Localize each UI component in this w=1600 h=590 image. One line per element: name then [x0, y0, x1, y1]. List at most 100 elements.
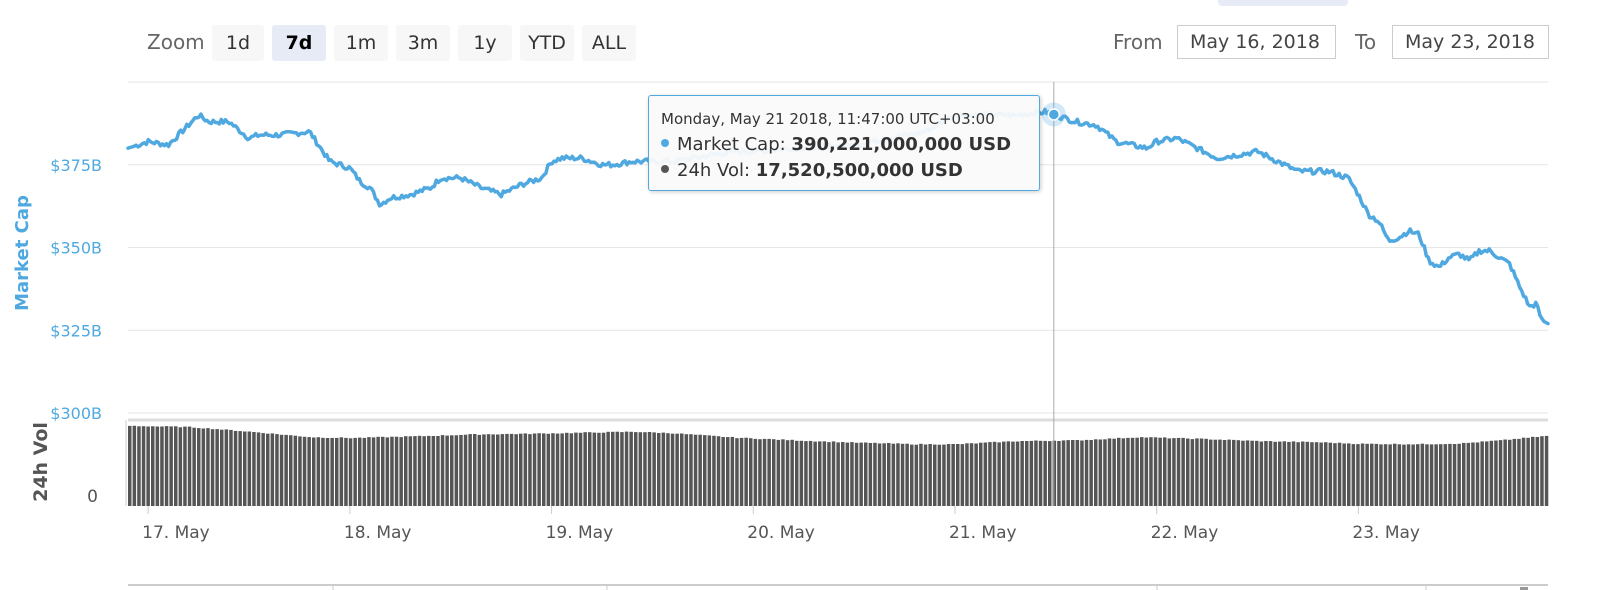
volume-bar: [864, 442, 868, 506]
volume-bar: [1443, 444, 1448, 506]
x-tick-label: 18. May: [344, 523, 412, 543]
volume-bar: [1498, 440, 1503, 506]
volume-bar: [1360, 443, 1365, 506]
volume-bar: [339, 437, 344, 506]
volume-bar: [1374, 443, 1379, 506]
volume-bar: [321, 437, 325, 506]
zoom-1y-button[interactable]: 1y: [458, 25, 512, 61]
zoom-1d-button[interactable]: 1d: [212, 25, 264, 61]
volume-bar: [445, 435, 449, 506]
to-date-input[interactable]: [1392, 25, 1549, 59]
volume-bar: [220, 429, 224, 506]
volume-bar: [491, 434, 495, 506]
volume-bar: [1199, 438, 1204, 506]
volume-bar: [882, 443, 886, 506]
volume-bar: [772, 439, 776, 506]
volume-bar: [1388, 444, 1392, 506]
volume-bar: [463, 434, 468, 506]
volume-bar: [546, 433, 551, 506]
volume-bar: [956, 444, 960, 506]
volume-bar: [974, 443, 978, 506]
volume-bar: [1181, 437, 1185, 506]
volume-bar: [795, 440, 799, 506]
volume-bar: [1383, 444, 1388, 506]
volume-bar: [224, 429, 229, 506]
top-tab-fragment[interactable]: [1218, 0, 1348, 6]
volume-bar: [992, 441, 997, 506]
volume-bar: [413, 436, 417, 506]
volume-bar: [1397, 444, 1402, 506]
volume-bar: [206, 428, 210, 506]
volume-bar: [854, 442, 859, 506]
volume-bar: [1084, 439, 1089, 506]
volume-bar: [1282, 441, 1287, 506]
volume-bar: [164, 426, 169, 506]
zoom-ytd-button[interactable]: YTD: [520, 25, 574, 61]
x-tick-label: 17. May: [142, 523, 210, 543]
volume-bar: [877, 443, 882, 506]
grid-lines: [125, 81, 1548, 506]
volume-bar: [560, 433, 564, 506]
volume-bar: [1457, 443, 1461, 506]
volume-bar: [1291, 441, 1296, 506]
volume-bar: [1048, 441, 1052, 506]
volume-bar: [1305, 441, 1310, 506]
x-tick-label: 21. May: [949, 523, 1017, 543]
volume-bar: [1011, 441, 1015, 506]
volume-bar: [192, 427, 196, 506]
volume-bar: [896, 443, 900, 506]
volume-bar: [266, 433, 270, 506]
volume-bar: [252, 432, 256, 506]
volume-bar: [716, 436, 721, 506]
volume-bar: [1273, 441, 1277, 506]
volume-bar: [381, 436, 385, 506]
volume-bar: [1337, 442, 1342, 506]
volume-bar: [919, 443, 923, 506]
volume-bar: [528, 434, 532, 506]
volume-bar: [739, 437, 744, 506]
volume-bar: [1140, 437, 1144, 506]
volume-bar: [1075, 440, 1080, 506]
volume-bar: [979, 442, 983, 506]
navigator-strip[interactable]: [128, 584, 1548, 590]
volume-bar: [1250, 440, 1254, 506]
volume-bar: [726, 437, 730, 506]
tooltip-market-cap-label: Market Cap:: [677, 134, 786, 155]
volume-bar: [1158, 437, 1162, 506]
volume-bar: [735, 438, 739, 506]
volume-bar: [1517, 438, 1521, 506]
volume-bar: [638, 432, 643, 506]
from-date-input[interactable]: [1177, 25, 1336, 59]
zoom-1m-button[interactable]: 1m: [334, 25, 388, 61]
volume-bar: [514, 434, 518, 506]
volume-bar: [509, 433, 514, 506]
volume-dot-icon: [661, 165, 669, 173]
zoom-7d-button[interactable]: 7d: [272, 25, 326, 61]
y-tick-label: $375B: [50, 156, 102, 175]
volume-bar: [1535, 437, 1540, 506]
volume-bar: [1071, 440, 1075, 506]
volume-bar: [1526, 437, 1530, 506]
volume-bar: [836, 442, 840, 506]
volume-bar: [804, 441, 808, 506]
zoom-3m-button[interactable]: 3m: [396, 25, 450, 61]
volume-bar: [256, 432, 261, 506]
volume-bar: [500, 434, 505, 506]
volume-bar: [151, 426, 155, 506]
volume-bar: [187, 426, 192, 506]
volume-bar: [1236, 440, 1241, 506]
volume-bar: [1029, 440, 1034, 506]
y-axis-title-volume: 24h Vol: [30, 422, 52, 502]
volume-bar: [850, 442, 854, 506]
volume-bar: [1255, 440, 1259, 506]
volume-bar: [1466, 442, 1471, 506]
volume-bar: [551, 433, 555, 506]
volume-bar: [1268, 441, 1273, 506]
volume-bar: [675, 433, 679, 506]
zoom-all-button[interactable]: ALL: [582, 25, 636, 61]
volume-bar: [496, 434, 500, 506]
navigator-handle[interactable]: [1520, 587, 1528, 590]
volume-bar: [353, 437, 357, 506]
volume-bar: [1002, 441, 1006, 506]
